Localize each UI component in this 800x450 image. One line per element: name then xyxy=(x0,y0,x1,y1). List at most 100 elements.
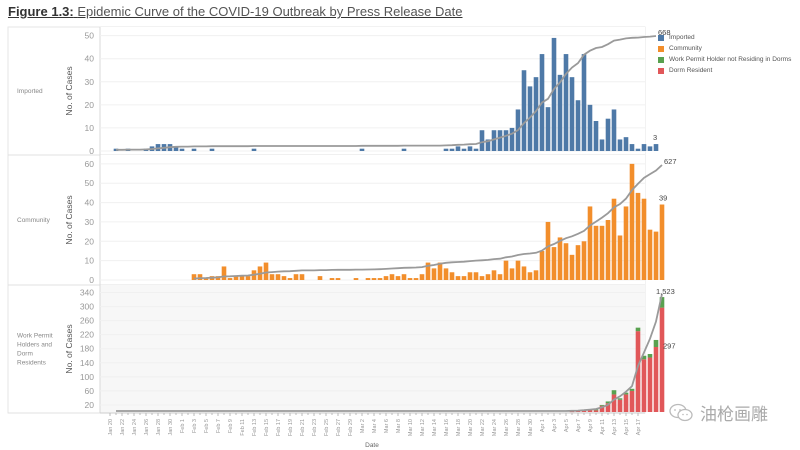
bar-community xyxy=(581,241,587,280)
panel-imported: 0 10 20 30 40 50 No. of Cases Imported 668 3 xyxy=(8,27,671,156)
legend-swatch xyxy=(658,34,664,41)
bar-community xyxy=(365,278,371,280)
bar-community xyxy=(491,270,497,280)
bar-dorm-resident xyxy=(617,399,623,412)
last-day-value-label: 297 xyxy=(663,342,676,351)
cumulative-total-label: 627 xyxy=(664,157,677,166)
bar-community xyxy=(467,272,473,280)
wechat-icon xyxy=(669,403,693,421)
bar-community xyxy=(455,276,461,280)
bar-community xyxy=(623,206,629,280)
bar-dorm-resident xyxy=(659,307,665,412)
x-tick-label: Feb 15 xyxy=(264,419,270,436)
bar-imported xyxy=(611,109,617,151)
bar-work-permit-holder-not-residing-in-dorms xyxy=(623,392,629,395)
bar-community xyxy=(377,278,383,280)
bar-imported xyxy=(533,77,539,151)
bar-imported xyxy=(443,148,449,151)
x-tick-label: Feb 17 xyxy=(276,419,282,436)
figure-title: Figure 1.3: Epidemic Curve of the COVID-… xyxy=(8,4,463,19)
bar-imported xyxy=(191,148,197,151)
x-tick-label: Feb 29 xyxy=(348,419,354,436)
x-tick-label: Feb 23 xyxy=(312,419,318,436)
x-tick-label: Feb 9 xyxy=(228,419,234,433)
bar-imported xyxy=(629,144,635,151)
bar-community xyxy=(221,266,227,280)
panel-work-permit-holders-and-dorm-residents: 20 60 100 140 180 220 260 300 340 No. of Cases Wor… xyxy=(8,285,676,414)
bar-community xyxy=(611,198,617,280)
legend-label: Work Permit Holder not Residing in Dorms xyxy=(669,56,792,63)
bar-imported xyxy=(617,139,623,151)
last-day-value-label: 39 xyxy=(659,194,667,203)
panel-row-header: Residents xyxy=(17,360,47,367)
bar-imported xyxy=(551,37,557,151)
x-tick-label: Mar 4 xyxy=(372,419,378,433)
bar-community xyxy=(563,243,569,280)
panel-community: 0 10 20 30 40 50 60 No. of Cases Community 627 39 xyxy=(8,155,677,286)
bar-dorm-resident xyxy=(647,357,653,412)
panel-row-header: Dorm xyxy=(17,351,33,358)
bar-imported xyxy=(503,130,509,151)
cumulative-total-label: 668 xyxy=(658,28,671,37)
legend-item-work-permit[interactable]: Work Permit Holder not Residing in Dorms xyxy=(658,54,791,65)
bar-community xyxy=(383,276,389,280)
bar-community xyxy=(515,260,521,280)
legend: Imported Community Work Permit Holder no… xyxy=(658,32,791,76)
legend-item-imported[interactable]: Imported xyxy=(658,32,791,43)
bar-imported xyxy=(545,107,551,151)
y-tick-label: 20 xyxy=(85,100,95,110)
y-tick-label: 50 xyxy=(85,31,95,41)
x-tick-label: Jan 26 xyxy=(144,419,150,436)
bar-imported xyxy=(449,148,455,151)
panel-row-header: Imported xyxy=(17,88,43,95)
watermark-text: 油枪画雕 xyxy=(700,405,768,424)
bar-imported xyxy=(587,104,593,151)
bar-community xyxy=(629,163,635,280)
bar-dorm-resident xyxy=(611,394,617,412)
y-tick-label: 260 xyxy=(80,316,94,326)
bar-community xyxy=(413,278,419,280)
x-tick-label: Feb 13 xyxy=(252,419,258,436)
bar-work-permit-holder-not-residing-in-dorms xyxy=(611,390,617,395)
legend-item-dorm-resident[interactable]: Dorm Resident xyxy=(658,65,791,76)
y-tick-label: 40 xyxy=(85,54,95,64)
bar-community xyxy=(281,276,287,280)
bar-community xyxy=(407,278,413,280)
figure-label: Figure 1.3: xyxy=(8,4,74,19)
x-tick-label: Feb 5 xyxy=(204,419,210,433)
x-tick-label: Mar 14 xyxy=(432,419,438,436)
x-axis-title: Date xyxy=(365,442,379,449)
bar-imported xyxy=(593,121,599,151)
bar-community xyxy=(497,274,503,280)
bar-community xyxy=(437,262,443,280)
bar-imported xyxy=(173,146,179,151)
bar-community xyxy=(599,225,605,280)
x-tick-label: Mar 20 xyxy=(468,419,474,436)
bar-work-permit-holder-not-residing-in-dorms xyxy=(653,339,659,347)
watermark: 油枪画雕 xyxy=(668,400,768,425)
bar-community xyxy=(473,272,479,280)
legend-item-community[interactable]: Community xyxy=(658,43,791,54)
plot-area xyxy=(100,155,645,285)
bar-work-permit-holder-not-residing-in-dorms xyxy=(599,404,605,406)
x-tick-label: Mar 12 xyxy=(420,419,426,436)
bar-imported xyxy=(569,77,575,151)
bar-dorm-resident xyxy=(599,405,605,412)
x-tick-label: Mar 26 xyxy=(504,419,510,436)
y-tick-label: 100 xyxy=(80,372,94,382)
bar-dorm-resident xyxy=(635,331,641,412)
bar-community xyxy=(545,221,551,280)
bar-dorm-resident xyxy=(623,394,629,412)
bar-dorm-resident xyxy=(593,410,599,412)
x-tick-label: Feb 7 xyxy=(216,419,222,433)
bar-community xyxy=(521,266,527,280)
bar-imported xyxy=(179,148,185,151)
bar-imported xyxy=(509,127,515,151)
bar-community xyxy=(395,276,401,280)
bar-community xyxy=(659,204,665,280)
bar-dorm-resident xyxy=(587,409,593,412)
last-day-value-label: 3 xyxy=(653,133,657,142)
bar-community xyxy=(509,268,515,280)
panel-row-header: Community xyxy=(17,217,51,224)
bar-community xyxy=(203,278,209,280)
